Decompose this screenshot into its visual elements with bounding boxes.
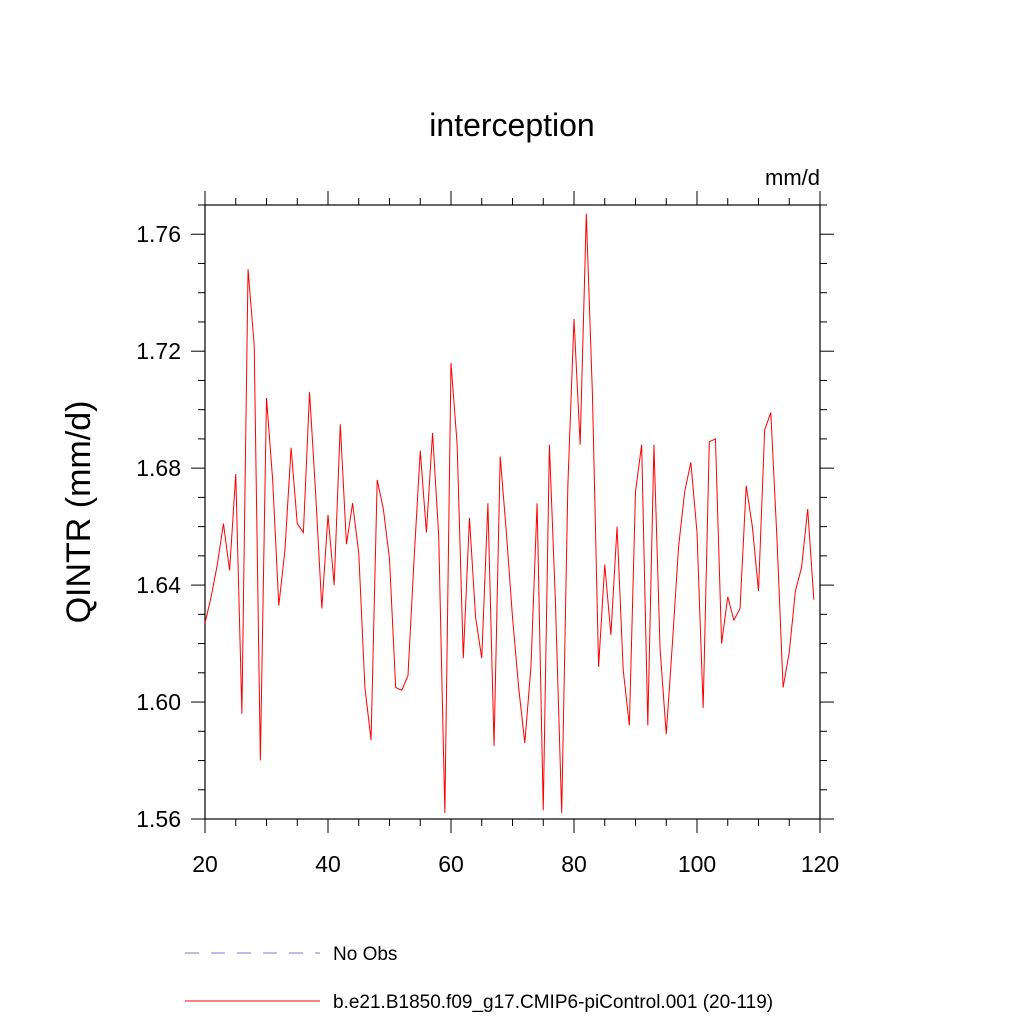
chart-title: interception	[429, 107, 594, 143]
y-tick-label: 1.56	[136, 806, 181, 832]
x-tick-label: 120	[801, 851, 839, 877]
x-tick-label: 60	[438, 851, 464, 877]
y-tick-label: 1.72	[136, 338, 181, 364]
series-lines	[204, 213, 815, 814]
y-tick-label: 1.60	[136, 689, 181, 715]
plot-frame	[204, 204, 821, 820]
y-tick-label: 1.76	[136, 221, 181, 247]
legend-label-model-run: b.e21.B1850.f09_g17.CMIP6-piControl.001 …	[333, 992, 773, 1013]
y-axis-label: QINTR (mm/d)	[60, 401, 98, 624]
y-tick-label: 1.64	[136, 572, 181, 598]
legend-label-no-obs: No Obs	[333, 944, 397, 965]
x-tick-labels: 20 40 60 80 100 120	[192, 851, 839, 877]
x-tick-label: 80	[561, 851, 587, 877]
series-line	[204, 213, 815, 814]
axis-ticks	[191, 191, 834, 833]
units-label: mm/d	[765, 165, 820, 190]
x-tick-label: 20	[192, 851, 218, 877]
legend: No Obs b.e21.B1850.f09_g17.CMIP6-piContr…	[185, 944, 773, 1013]
x-tick-label: 40	[315, 851, 341, 877]
y-tick-labels: 1.56 1.60 1.64 1.68 1.72 1.76	[136, 221, 181, 832]
x-tick-label: 100	[678, 851, 716, 877]
y-tick-label: 1.68	[136, 455, 181, 481]
